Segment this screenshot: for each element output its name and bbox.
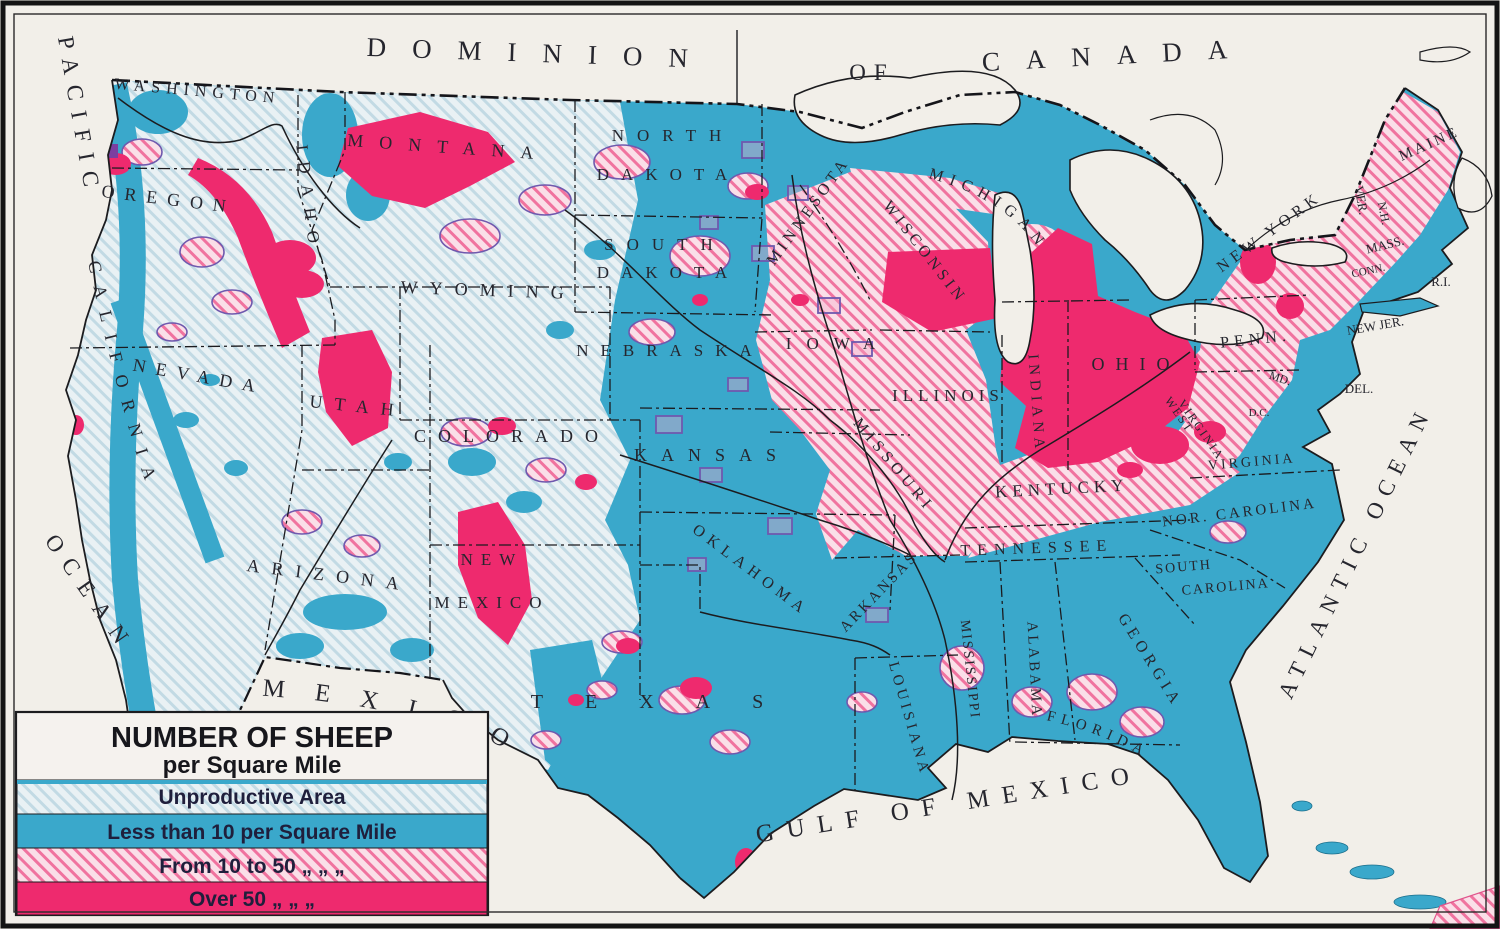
label-delaware: DEL. [1345,381,1374,396]
label-ohio: OHIO [1092,354,1181,374]
label-of: OF [849,60,894,85]
pacific-coastline [65,79,159,823]
rivers [117,97,1191,801]
label-dc: D.C. [1249,407,1270,419]
label-new-mexico-2: MEXICO [434,593,549,612]
label-indiana: INDIANA [1025,354,1048,454]
purple-outline-patches [655,141,889,623]
ohio-river [944,351,1191,561]
nova-scotia [1453,157,1493,213]
legend-swatch-less-than-10 [16,813,488,849]
label-illinois: ILLINOIS [892,386,1004,405]
arkansas-river [619,454,911,556]
colorado-river [264,439,393,656]
gulf-atlantic-coastline [679,87,1470,900]
label-north-dakota-1: NORTH [612,126,735,145]
regions-over-50 [66,112,1304,876]
red-river [699,611,891,656]
legend-item-from-10-to-50: From 10 to 50 „ „ „ [159,855,345,878]
georgian-bay-detail [1149,113,1224,186]
label-new-hampshire: N.H. [1375,200,1394,226]
legend-swatch-unproductive-topline [17,780,487,784]
lake-huron [1069,149,1204,301]
label-vermont: VER. [1352,185,1372,216]
label-new-mexico-1: NEW [461,550,524,569]
label-maryland: MD. [1267,368,1293,388]
label-north-dakota-2: DAKOTA [597,165,739,184]
mexico-border [157,655,444,823]
label-rhode-island: R.I. [1431,274,1451,289]
legend-swatch-unproductive [16,779,488,815]
label-south-carolina-1: SOUTH [1155,558,1213,578]
legend-swatch-over-50 [16,881,488,916]
columbia-river [117,97,361,229]
legend-subtitle: per Square Mile [163,752,342,779]
legend-title: NUMBER OF SHEEP [111,722,393,754]
frame-inner [13,13,1487,913]
label-alabama: ALABAMA [1023,621,1044,719]
legend-item-less-than-10: Less than 10 per Square Mile [107,821,396,844]
mississippi-river [791,174,959,801]
legend: NUMBER OF SHEEP per Square Mile Unproduc… [14,710,490,917]
coastlines [65,30,1470,900]
gulf-st-lawrence-island [1419,46,1472,63]
lake-michigan [991,191,1035,365]
lake-erie [1149,302,1265,346]
rio-grande-border [442,679,681,879]
label-south-dakota-2: DAKOTA [597,263,739,282]
lake-ontario [1270,240,1348,267]
cuba-corner [1429,885,1500,929]
label-colorado: COLORADO [414,426,610,446]
label-kansas: KANSAS [634,445,790,465]
canada-coast-detail [1247,159,1431,249]
state-borders [69,92,1341,790]
legend-item-unproductive: Unproductive Area [158,786,345,809]
canada-border [111,78,1407,252]
pink-hatch-pockets [121,129,1247,755]
legend-item-over-50: Over 50 „ „ „ [189,888,315,911]
missouri-river [564,209,946,563]
label-texas: TEXAS [531,691,805,713]
label-nebraska: NEBRASKA [576,341,764,360]
islands [1291,46,1500,929]
international-borders [111,78,1407,823]
long-island [1359,297,1440,317]
label-south-dakota-1: SOUTH [604,235,726,254]
label-tennessee: TENNESSEE [960,537,1113,559]
label-iowa: IOWA [786,334,890,353]
